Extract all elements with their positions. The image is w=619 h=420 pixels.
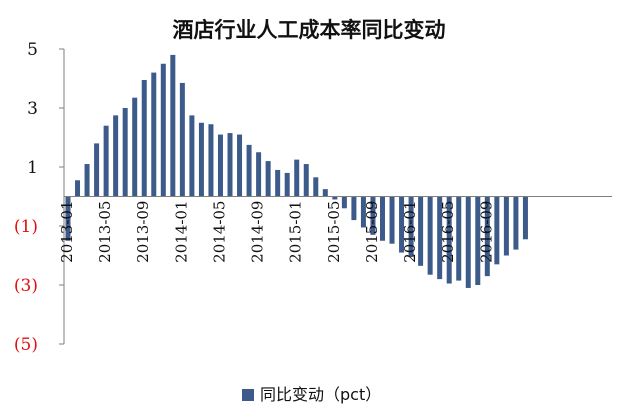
bar [227,133,233,197]
y-tick-label: 5 [27,40,38,60]
x-tick-label: 2016-05 [439,201,457,263]
bar [456,196,462,281]
x-tick-label: 2014-09 [249,201,267,263]
bar [103,125,109,197]
bar [494,196,500,265]
y-tick-label: 3 [27,99,38,119]
bar [522,196,528,240]
bar [399,196,405,253]
bar [370,196,376,235]
x-tick-label: 2014-05 [210,200,228,262]
y-tick-label: (5) [14,335,38,355]
y-axis: 5 3 1 (1) (3) (5) [14,40,65,355]
bar [437,196,443,280]
bar [170,54,176,197]
bar [408,196,414,257]
x-tick-label: 2016-01 [401,201,419,263]
bar [94,143,100,197]
bar [84,164,90,197]
bar [65,196,71,241]
bar [198,122,204,197]
bar [275,169,281,197]
bar [513,196,519,250]
x-tick-label: 2016-09 [477,201,495,263]
bar [179,82,185,197]
legend-swatch [242,389,254,401]
bar [465,196,471,288]
bar [427,196,433,275]
bar [294,159,300,197]
bar [484,196,490,277]
x-tick-label: 2013-01 [58,201,76,263]
y-tick-label: 1 [27,158,38,178]
bar [256,152,262,197]
chart-title: 酒店行业人工成本率同比变动 [173,18,446,42]
bar [75,180,81,197]
bar [332,196,338,200]
bar [446,196,452,284]
bar [303,164,309,197]
bar [313,177,319,197]
bar [418,196,424,266]
x-axis: 2013-01 2013-05 2013-09 2014-01 2014-05 2014-… [58,196,612,263]
bar [322,189,328,197]
bar [360,196,366,228]
bar [503,196,509,256]
bar [132,97,138,197]
bar [160,63,166,197]
bar [379,196,385,241]
legend-label: 同比变动（pct） [260,385,381,404]
x-tick-label: 2013-05 [96,201,114,263]
x-tick-label: 2015-01 [287,201,305,263]
bar [151,72,157,197]
bar [389,196,395,244]
bar [217,134,223,197]
x-tick-label: 2014-01 [172,201,190,263]
bar [341,196,347,209]
x-tick-label: 2015-05 [325,201,343,263]
bar [265,161,271,197]
bar [237,134,243,197]
bar-series [65,54,528,288]
y-tick-label: (1) [14,217,38,237]
bar [351,196,357,221]
bar [284,172,290,197]
bar [122,108,128,197]
x-tick-label: 2013-09 [134,201,152,263]
legend: 同比变动（pct） [242,385,381,404]
y-tick-label: (3) [14,276,38,296]
bar [475,196,481,285]
bar [113,115,119,197]
bar [141,79,147,197]
bar [189,115,195,197]
bar [246,144,252,197]
x-tick-label: 2015-09 [363,201,381,263]
bar [208,124,214,197]
